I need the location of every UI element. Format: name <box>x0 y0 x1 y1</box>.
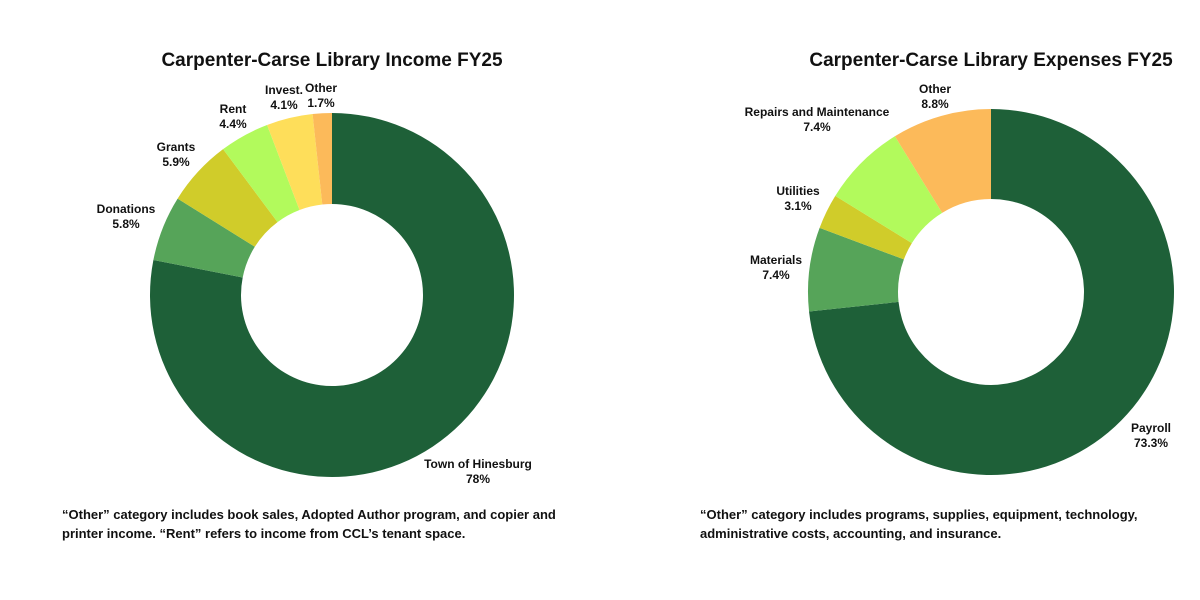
expenses-label-utilities: Utilities 3.1% <box>776 184 819 214</box>
expenses-label-materials: Materials 7.4% <box>750 253 802 283</box>
slice-percent: 5.9% <box>162 155 190 169</box>
slice-name: Invest. <box>264 83 304 97</box>
slice-name: Materials <box>749 253 803 267</box>
income-label-town-of-hinesburg: Town of Hinesburg 78% <box>424 457 532 487</box>
income-label-rent: Rent 4.4% <box>219 102 246 132</box>
income-chart-panel: Carpenter-Carse Library Income FY25 Town… <box>62 50 556 541</box>
income-footnote: “Other” category includes book sales, Ad… <box>62 507 556 541</box>
slice-name: Payroll <box>1130 421 1172 435</box>
income-label-grants: Grants 5.9% <box>157 140 196 170</box>
slice-name: Rent <box>219 102 247 116</box>
slice-percent: 4.4% <box>219 117 247 131</box>
slice-name: Other <box>304 81 338 95</box>
slice-name: Repairs and Maintenance <box>744 105 890 119</box>
expenses-chart-panel: Carpenter-Carse Library Expenses FY25 Pa… <box>600 0 1200 600</box>
slice-name: Town of Hinesburg <box>424 457 532 471</box>
income-label-other: Other 1.7% <box>305 81 337 111</box>
expenses-label-other: Other 8.8% <box>919 82 951 112</box>
slice-percent: 78% <box>465 472 491 486</box>
slice-percent: 1.7% <box>307 96 335 110</box>
slice-percent: 4.1% <box>270 98 298 112</box>
slice-percent: 7.4% <box>762 268 790 282</box>
expenses-slice-other <box>894 109 991 213</box>
slice-name: Other <box>918 82 952 96</box>
income-slice-rent <box>223 124 300 223</box>
income-donut-chart <box>150 113 515 478</box>
income-label-donations: Donations 5.8% <box>97 202 156 232</box>
slice-percent: 5.8% <box>112 217 140 231</box>
income-slice-invest <box>267 114 323 210</box>
slice-percent: 3.1% <box>784 199 812 213</box>
expenses-slice-materials <box>808 227 904 312</box>
slice-percent: 73.3% <box>1133 436 1169 450</box>
income-chart-title: Carpenter-Carse Library Income FY25 <box>161 50 503 71</box>
slice-name: Donations <box>96 202 156 216</box>
expenses-label-payroll: Payroll 73.3% <box>1131 421 1171 451</box>
income-label-invest: Invest. 4.1% <box>265 83 303 113</box>
income-slice-town-of-hinesburg <box>150 113 515 478</box>
slice-name: Utilities <box>776 184 820 198</box>
expenses-slice-utilities <box>819 195 912 260</box>
expenses-donut-chart <box>808 109 1174 475</box>
expenses-slice-payroll <box>809 109 1174 475</box>
income-slice-donations <box>153 198 255 278</box>
slice-percent: 8.8% <box>921 97 949 111</box>
income-slice-grants <box>177 149 278 247</box>
expenses-label-repairs-and-maintenance: Repairs and Maintenance 7.4% <box>745 105 890 135</box>
slice-name: Grants <box>156 140 196 154</box>
income-slice-other <box>312 113 332 205</box>
expenses-chart-title: Carpenter-Carse Library Expenses FY25 <box>809 50 1173 71</box>
expenses-footnote: “Other” category includes programs, supp… <box>700 507 1138 541</box>
slice-percent: 7.4% <box>803 120 831 134</box>
expenses-slice-repairs-and-maintenance <box>835 136 943 244</box>
